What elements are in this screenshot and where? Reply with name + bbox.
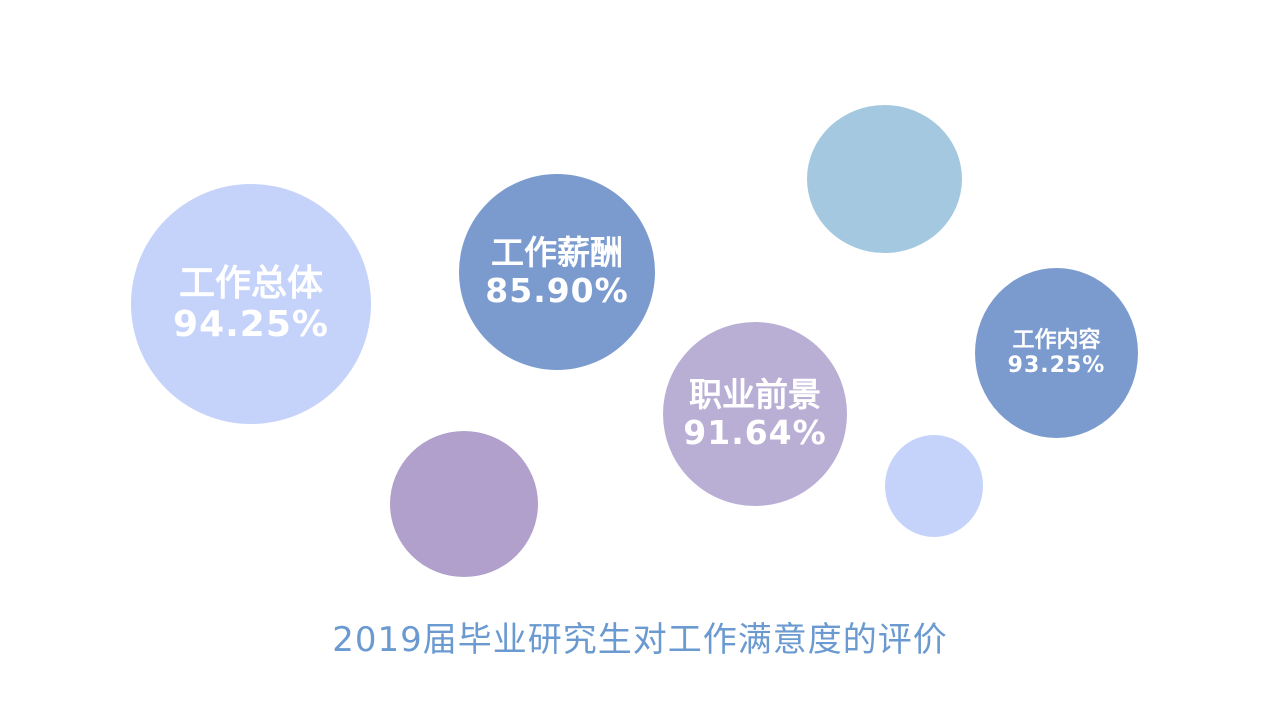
bubble-value: 94.25% [173,304,329,345]
decorative-circle [885,435,983,537]
bubble-value: 93.25% [1007,353,1106,378]
bubble-work-content: 工作内容 93.25% [975,268,1138,438]
bubble-overall: 工作总体 94.25% [131,184,371,424]
bubble-label: 职业前景 [689,375,821,415]
bubble-value: 91.64% [683,413,827,452]
decorative-circle [390,431,538,577]
bubble-label: 工作总体 [178,262,323,304]
bubble-career-prospects: 职业前景 91.64% [663,322,847,506]
chart-title: 2019届毕业研究生对工作满意度的评价 [332,620,948,660]
bubble-label: 工作内容 [1012,327,1101,353]
bubble-salary: 工作薪酬 85.90% [459,174,655,370]
bubble-value: 85.90% [485,271,629,310]
bubble-label: 工作薪酬 [491,233,623,273]
decorative-circle [807,105,962,253]
